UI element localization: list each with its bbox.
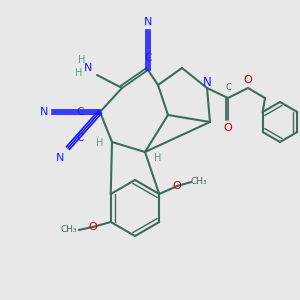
- Text: O: O: [173, 181, 182, 191]
- Text: O: O: [88, 222, 97, 232]
- Text: CH₃: CH₃: [60, 226, 77, 235]
- Text: N: N: [40, 107, 48, 117]
- Text: N: N: [144, 17, 152, 27]
- Text: C: C: [225, 83, 231, 92]
- Text: C: C: [144, 53, 152, 63]
- Text: H: H: [75, 68, 83, 78]
- Text: C: C: [76, 107, 84, 117]
- Text: N: N: [202, 76, 211, 88]
- Text: H: H: [78, 55, 86, 65]
- Text: C: C: [76, 133, 84, 143]
- Text: H: H: [96, 138, 104, 148]
- Text: O: O: [224, 123, 232, 133]
- Text: H: H: [154, 153, 162, 163]
- Text: N: N: [56, 153, 64, 163]
- Text: N: N: [84, 63, 92, 73]
- Text: O: O: [244, 75, 252, 85]
- Text: CH₃: CH₃: [191, 178, 208, 187]
